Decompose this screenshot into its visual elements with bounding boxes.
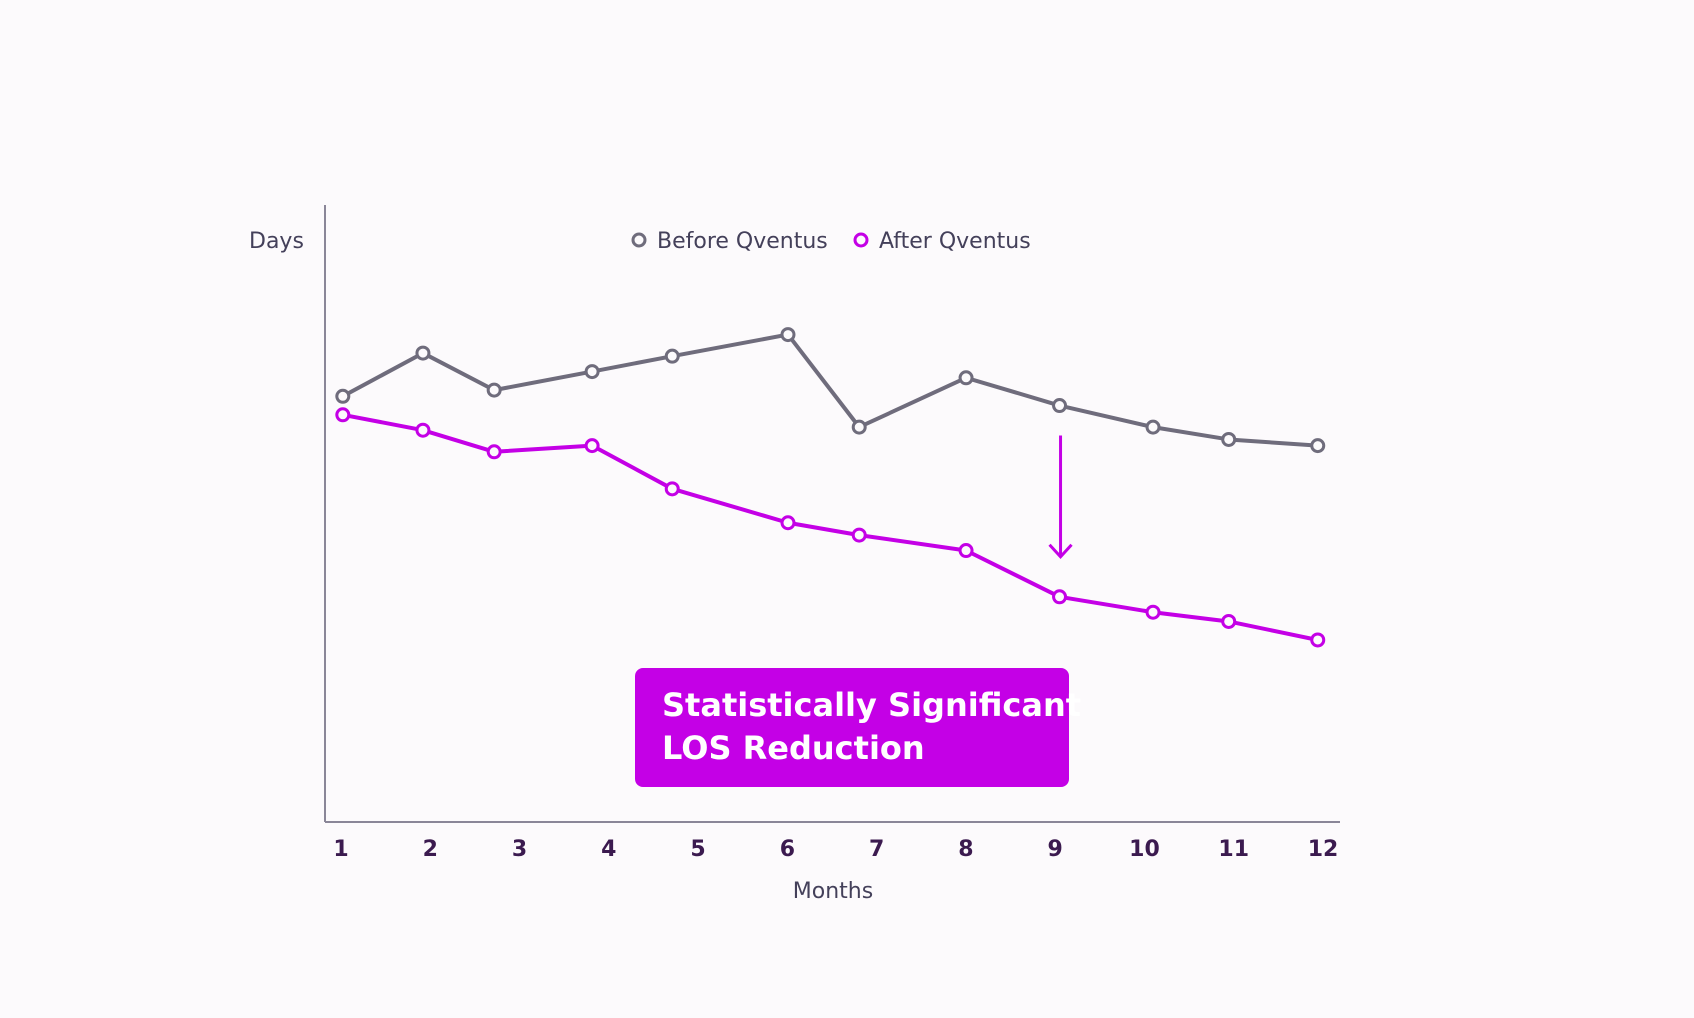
x-tick-label: 5 [690,837,705,862]
data-point [486,444,502,460]
data-point [1310,438,1326,454]
legend-marker-before [631,232,647,248]
data-point [335,388,351,404]
data-point [1221,431,1237,447]
x-tick-label: 11 [1218,837,1249,862]
data-point [1145,419,1161,435]
y-axis-label: Days [249,229,304,254]
arrow-head [1048,543,1073,560]
callout-line-2: LOS Reduction [662,729,925,767]
data-point [415,422,431,438]
data-point [780,515,796,531]
series-before [335,327,1326,454]
callout-background [635,668,1069,787]
data-point [851,419,867,435]
x-tick-label: 7 [869,837,884,862]
data-point [958,543,974,559]
data-point [664,348,680,364]
data-point [486,382,502,398]
callout-box: Statistically Significant LOS Reduction [635,668,1081,787]
legend-label-after: After Qventus [879,229,1031,254]
legend-marker-after [853,232,869,248]
x-tick-labels: 1 2 3 4 5 6 7 8 9 10 11 12 [333,837,1338,862]
data-point [780,327,796,343]
x-tick-label: 12 [1308,837,1339,862]
series-line [342,412,1319,642]
legend-label-before: Before Qventus [657,229,828,254]
callout-line-1: Statistically Significant [662,686,1081,724]
data-point [415,345,431,361]
x-tick-label: 1 [333,837,348,862]
data-point [1310,632,1326,648]
x-tick-label: 9 [1048,837,1063,862]
x-tick-label: 8 [958,837,973,862]
data-point [1052,398,1068,414]
legend: Before Qventus After Qventus [631,229,1031,254]
data-point [584,364,600,380]
data-point [335,407,351,423]
x-tick-label: 3 [512,837,527,862]
x-tick-label: 6 [780,837,795,862]
x-tick-label: 10 [1129,837,1160,862]
data-point [1145,604,1161,620]
data-point [584,438,600,454]
x-tick-label: 2 [423,837,438,862]
series-layer [335,327,1326,648]
data-point [958,370,974,386]
x-axis-label: Months [793,879,873,904]
reduction-arrow [1048,435,1073,560]
series-line [341,332,1318,448]
x-tick-label: 4 [601,837,616,862]
data-point [664,481,680,497]
data-point [1052,589,1068,605]
series-after [335,407,1326,648]
data-point [851,527,867,543]
data-point [1221,613,1237,629]
